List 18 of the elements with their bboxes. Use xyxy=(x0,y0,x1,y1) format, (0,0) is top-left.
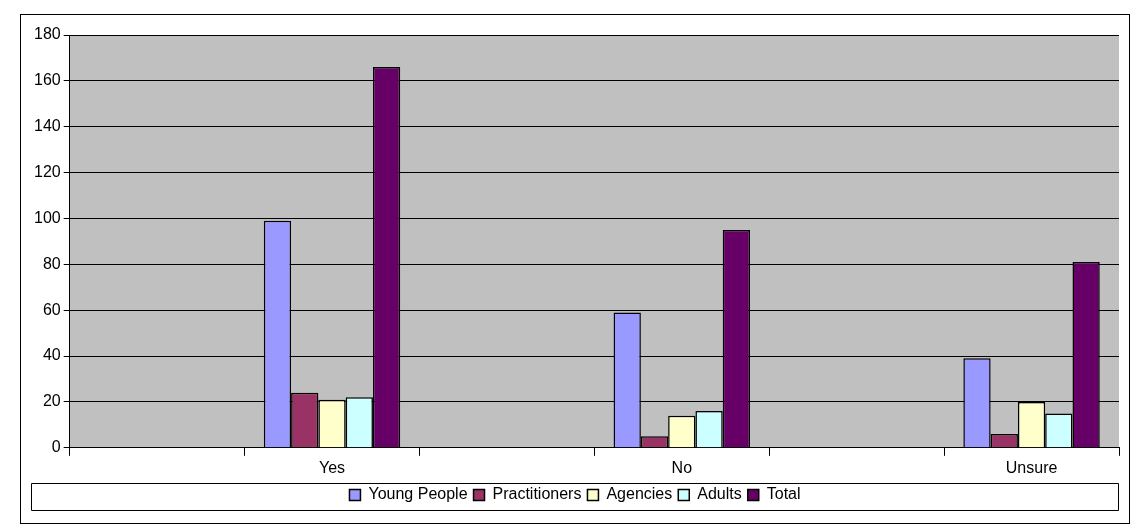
x-tick-label: No xyxy=(671,458,693,476)
y-tick-label: 20 xyxy=(42,392,61,410)
y-tick-label: 120 xyxy=(33,163,61,181)
y-tick-label: 80 xyxy=(42,254,61,272)
x-tick-label: Yes xyxy=(318,458,346,476)
y-tick-label: 140 xyxy=(33,117,61,135)
legend-label: Agencies xyxy=(606,485,673,503)
y-tick-label: 0 xyxy=(51,438,61,456)
y-tick-label: 160 xyxy=(33,71,61,89)
y-tick-label: 180 xyxy=(33,25,61,43)
x-tick-label: Unsure xyxy=(1005,458,1058,476)
y-tick-label: 40 xyxy=(42,346,61,364)
legend-label: Practitioners xyxy=(492,485,582,503)
y-tick-label: 60 xyxy=(42,300,61,318)
legend-label: Total xyxy=(766,485,801,503)
legend-label: Adults xyxy=(697,485,742,503)
legend-label: Young People xyxy=(368,485,468,503)
y-tick-label: 100 xyxy=(33,208,61,226)
